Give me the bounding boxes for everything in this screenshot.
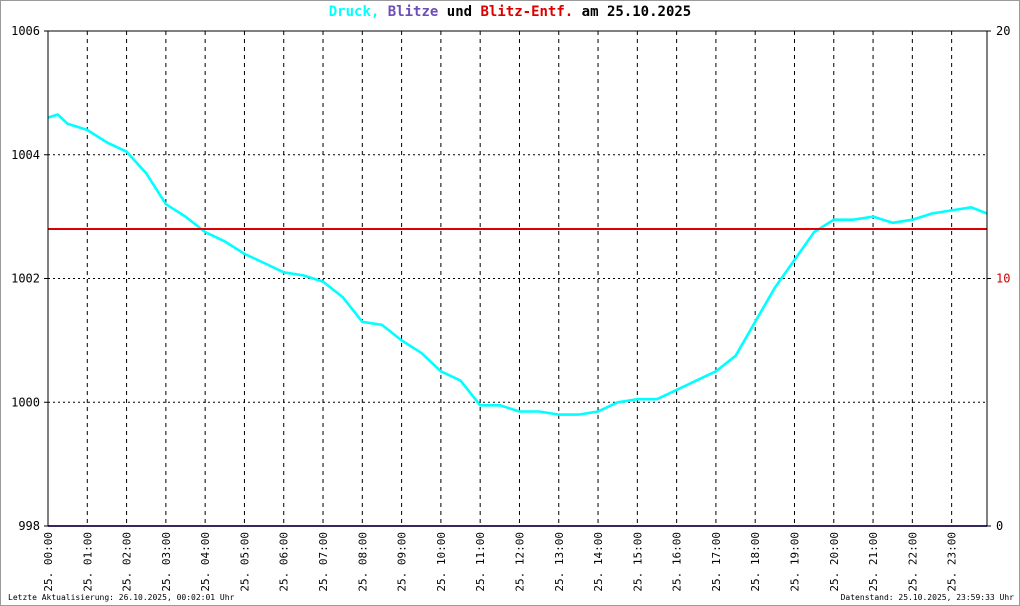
series-layer — [47, 113, 988, 527]
x-tick-label: 25. 00:00 — [42, 532, 55, 592]
y-left-tick-label: 1002 — [11, 272, 40, 286]
footer-data-state: Datenstand: 25.10.2025, 23:59:33 Uhr — [840, 593, 1014, 602]
title-blitze: Blitze — [387, 4, 439, 20]
x-tick-label: 25. 16:00 — [671, 532, 684, 592]
y-right-tick-label: 0 — [996, 519, 1003, 533]
x-tick-label: 25. 05:00 — [238, 532, 251, 592]
x-tick-label: 25. 14:00 — [592, 532, 605, 592]
y-left-tick-label: 998 — [18, 519, 40, 533]
title-druck: Druck, — [328, 4, 380, 20]
x-tick-label: 25. 02:00 — [121, 532, 134, 592]
x-tick-label: 25. 22:00 — [906, 532, 919, 592]
x-tick-label: 25. 04:00 — [199, 532, 212, 592]
x-tick-label: 25. 07:00 — [317, 532, 330, 592]
x-tick-label: 25. 15:00 — [631, 532, 644, 592]
x-tick-label: 25. 08:00 — [356, 532, 369, 592]
title-date: 25.10.2025 — [606, 4, 692, 20]
series-line-druck — [47, 113, 988, 416]
x-tick-label: 25. 06:00 — [278, 532, 291, 592]
x-tick-label: 25. 23:00 — [946, 532, 959, 592]
x-tick-label: 25. 17:00 — [710, 532, 723, 592]
x-tick-label: 25. 20:00 — [828, 532, 841, 592]
title-und: und — [446, 4, 473, 20]
x-tick-label: 25. 10:00 — [435, 532, 448, 592]
grid-layer — [48, 31, 987, 526]
y-left-tick-label: 1004 — [11, 148, 40, 162]
x-tick-label: 25. 01:00 — [81, 532, 94, 592]
x-tick-label: 25. 03:00 — [160, 532, 173, 592]
x-tick-label: 25. 13:00 — [553, 532, 566, 592]
y-right-tick-label: 10 — [996, 272, 1010, 286]
y-left-tick-label: 1000 — [11, 395, 40, 409]
x-tick-label: 25. 18:00 — [749, 532, 762, 592]
x-tick-label: 25. 11:00 — [474, 532, 487, 592]
axis-layer: 25. 00:00 25. 01:00 25. 02:00 25. 03:00 25. … — [11, 24, 1010, 592]
title-am: am — [581, 4, 599, 20]
footer-last-update: Letzte Aktualisierung: 26.10.2025, 00:02… — [8, 593, 235, 602]
title-blitz-entf: Blitz-Entf. — [480, 4, 574, 20]
x-tick-label: 25. 21:00 — [867, 532, 880, 592]
x-tick-label: 25. 09:00 — [396, 532, 409, 592]
chart-title: Druck, Blitze und Blitz-Entf. am 25.10.2… — [0, 4, 1020, 20]
y-left-tick-label: 1006 — [11, 24, 40, 38]
y-right-tick-label: 20 — [996, 24, 1010, 38]
x-tick-label: 25. 19:00 — [788, 532, 801, 592]
x-tick-label: 25. 12:00 — [513, 532, 526, 592]
